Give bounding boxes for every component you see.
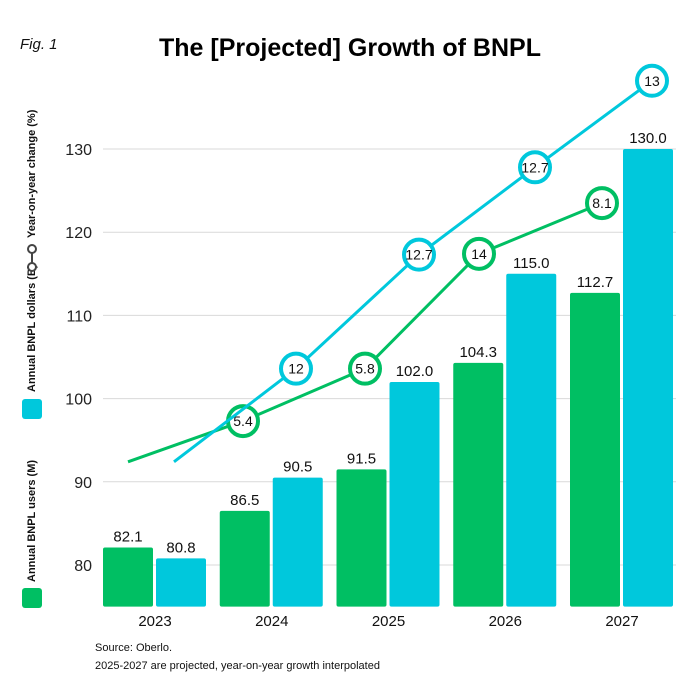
chart-title: The [Projected] Growth of BNPL xyxy=(159,34,541,62)
bar-users xyxy=(103,547,153,607)
bar-dollars xyxy=(506,273,557,607)
y-tick-label: 120 xyxy=(65,225,92,242)
yoy-marker xyxy=(518,150,552,185)
yoy-value-label: 5.4 xyxy=(233,413,253,429)
yoy-value-label: 5.8 xyxy=(355,361,375,377)
x-tick-label: 2027 xyxy=(605,613,638,630)
y-tick-label: 130 xyxy=(65,142,92,159)
bar-users xyxy=(570,292,620,607)
yoy-marker xyxy=(462,236,496,271)
yoy-marker xyxy=(402,237,436,272)
legend-label-users: Annual BNPL users (M) xyxy=(26,459,38,582)
yoy-value-label: 12.7 xyxy=(405,247,432,263)
yoy-value-label: 12 xyxy=(288,361,304,377)
y-tick-label: 110 xyxy=(66,308,92,325)
bar-value-label: 91.5 xyxy=(347,450,376,467)
legend-swatch-users xyxy=(22,588,42,608)
bar-value-label: 130.0 xyxy=(629,130,667,147)
x-tick-label: 2026 xyxy=(489,613,522,630)
bar-value-label: 102.0 xyxy=(396,363,434,380)
bar-value-label: 112.7 xyxy=(577,274,613,291)
bar-users xyxy=(453,362,504,607)
source-note: Source: Oberlo. xyxy=(95,642,173,654)
legend-label-yoy: Year-on-year change (%) xyxy=(26,109,38,238)
yoy-marker xyxy=(585,186,619,221)
x-tick-label: 2023 xyxy=(138,613,171,630)
yoy-marker xyxy=(279,351,313,386)
bar-value-label: 104.3 xyxy=(459,344,497,361)
yoy-marker xyxy=(348,351,382,386)
yoy-value-label: 8.1 xyxy=(592,195,612,211)
legend-label-dollars: Annual BNPL dollars (B) xyxy=(26,264,38,392)
figure-label: Fig. 1 xyxy=(20,36,58,53)
yoy-value-label: 13 xyxy=(644,73,660,89)
legend-swatch-dollars xyxy=(22,399,42,419)
bar-value-label: 115.0 xyxy=(513,255,549,272)
bar-value-label: 86.5 xyxy=(230,492,259,509)
bar-users xyxy=(219,510,270,607)
y-tick-label: 100 xyxy=(65,392,92,409)
yoy-value-label: 14 xyxy=(471,246,487,262)
y-tick-label: 80 xyxy=(74,558,92,575)
x-tick-label: 2024 xyxy=(255,613,288,630)
bar-dollars xyxy=(389,381,440,607)
legend-line-icon xyxy=(27,244,37,272)
bar-dollars xyxy=(272,477,323,607)
bar-dollars xyxy=(156,558,206,607)
bar-users xyxy=(336,469,387,607)
bar-dollars xyxy=(623,149,673,607)
y-tick-label: 90 xyxy=(74,475,92,492)
bar-value-label: 82.1 xyxy=(113,529,142,546)
bar-value-label: 90.5 xyxy=(283,459,312,476)
yoy-value-label: 12.7 xyxy=(521,159,548,175)
x-tick-label: 2025 xyxy=(372,613,405,630)
yoy-marker xyxy=(635,63,669,98)
bar-value-label: 80.8 xyxy=(166,539,195,556)
projection-note: 2025-2027 are projected, year-on-year gr… xyxy=(95,660,380,672)
